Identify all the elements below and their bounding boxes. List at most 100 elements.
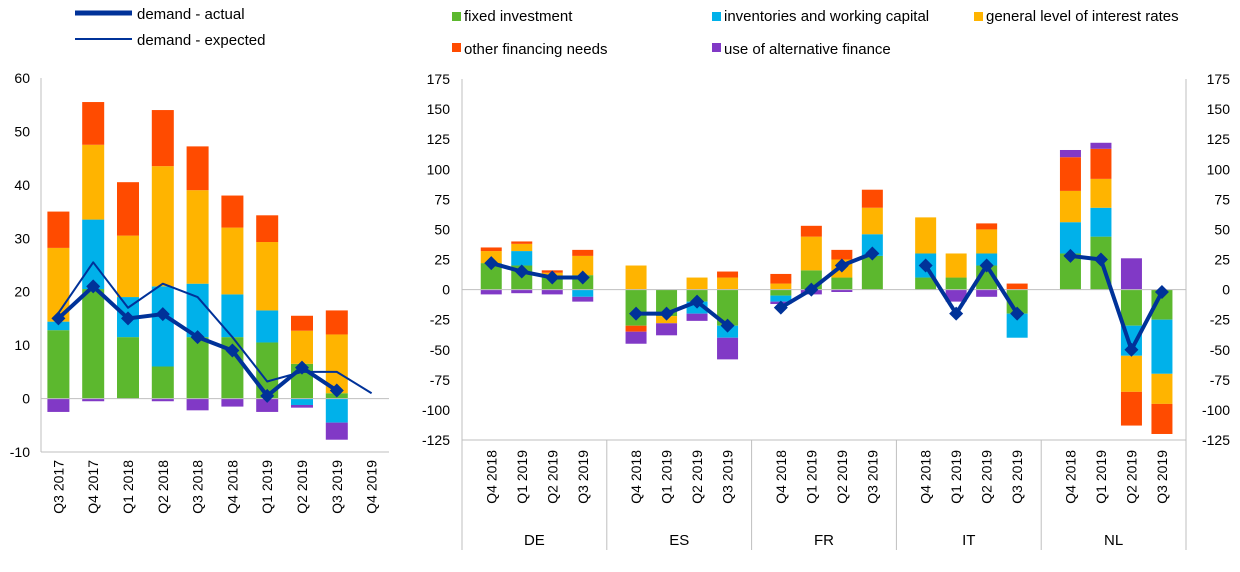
right-marker-fr-q1-2019 <box>804 282 819 297</box>
legend: demand - actual demand - expected fixed … <box>75 6 1179 58</box>
right-marker-es-q4-2018 <box>629 306 644 321</box>
left-bar-q3-2017-other-financing <box>47 211 70 248</box>
left-y-tick-3: 20 <box>14 284 30 300</box>
left-x-tick-q2-2019: Q2 2019 <box>294 460 310 514</box>
right-bar-it-q1-2019-fixed-investment <box>945 277 967 290</box>
right-bar-de-q1-2019-alternative-finance <box>511 289 533 294</box>
right-x-tick-es-q3-2019: Q3 2019 <box>720 450 736 504</box>
left-x-tick-q3-2017: Q3 2017 <box>50 460 66 514</box>
right-y-tick-left-4: -25 <box>430 312 450 328</box>
left-bar-q2-2018-alternative-finance <box>151 398 174 402</box>
right-y-tick-right-7: 50 <box>1214 221 1230 237</box>
left-bar-q2-2019-alternative-finance <box>291 404 313 408</box>
right-bar-nl-q4-2018-inventories <box>1059 222 1081 254</box>
right-y-tick-right-12: 175 <box>1207 71 1231 87</box>
right-bar-it-q4-2018-interest-rates <box>915 217 937 254</box>
right-bar-es-q4-2018-other-financing <box>625 325 647 332</box>
right-group-label-de: DE <box>524 532 545 549</box>
right-bar-fr-q3-2019-interest-rates <box>861 207 883 235</box>
legend-item-other-financing: other financing needs <box>452 41 607 58</box>
left-bar-q3-2018-other-financing <box>186 146 209 191</box>
right-marker-it-q2-2019 <box>979 258 994 273</box>
right-bar-fr-q3-2019-fixed-investment <box>861 255 883 290</box>
right-bar-fr-q4-2018-inventories <box>770 295 792 302</box>
left-bar-q3-2018-inventories <box>186 283 209 338</box>
legend-label-demand-actual: demand - actual <box>137 6 245 23</box>
right-bar-nl-q2-2019-other-financing <box>1120 391 1142 426</box>
right-bar-nl-q1-2019-other-financing <box>1090 148 1112 179</box>
right-marker-it-q4-2018 <box>918 258 933 273</box>
left-y-tick-5: 40 <box>14 177 30 193</box>
right-marker-es-q2-2019 <box>690 294 705 309</box>
right-x-tick-nl-q3-2019: Q3 2019 <box>1154 450 1170 504</box>
right-x-tick-nl-q4-2018: Q4 2018 <box>1062 450 1078 504</box>
left-bar-q2-2019-inventories <box>291 398 313 405</box>
left-marker-demand-actual-q1-2019 <box>260 388 275 403</box>
right-y-tick-right-9: 100 <box>1207 161 1231 177</box>
right-bar-es-q2-2019-alternative-finance <box>686 313 708 321</box>
right-x-tick-nl-q1-2019: Q1 2019 <box>1093 450 1109 504</box>
right-bar-de-q3-2019-alternative-finance <box>572 296 594 302</box>
right-bar-de-q2-2019-alternative-finance <box>541 289 563 295</box>
right-bar-de-q1-2019-interest-rates <box>511 243 533 252</box>
left-chart: -10 0 10 20 30 40 50 60 Q3 2017 Q4 2017 Q1 2018 Q2 … <box>10 70 389 514</box>
right-y-tick-left-7: 50 <box>434 221 450 237</box>
right-y-tick-right-2: -75 <box>1210 372 1230 388</box>
right-marker-es-q1-2019 <box>659 306 674 321</box>
right-y-tick-left-12: 175 <box>427 71 451 87</box>
right-y-tick-right-5: 0 <box>1222 282 1230 298</box>
right-bar-nl-q4-2018-interest-rates <box>1059 190 1081 223</box>
legend-swatch-alternative-finance <box>712 43 721 52</box>
right-y-tick-right-10: 125 <box>1207 131 1231 147</box>
right-bar-fr-q3-2019-other-financing <box>861 189 883 208</box>
right-chart: -125 -125 -100 -100 -75 -75 -50 -50 -25 -25 0 0 25 25… <box>422 71 1230 550</box>
right-bar-nl-q3-2019-other-financing <box>1151 403 1173 434</box>
right-line-demand-actual-it <box>923 263 1019 316</box>
right-x-tick-de-q4-2018: Q4 2018 <box>483 450 499 504</box>
right-y-tick-left-6: 25 <box>434 252 450 268</box>
left-bar-q3-2018-alternative-finance <box>186 398 209 411</box>
right-y-tick-right-0: -125 <box>1202 432 1230 448</box>
right-bar-de-q1-2019-other-financing <box>511 241 533 244</box>
left-x-tick-q3-2019: Q3 2019 <box>329 460 345 514</box>
right-y-tick-right-11: 150 <box>1207 101 1231 117</box>
right-y-tick-right-1: -100 <box>1202 402 1230 418</box>
left-y-tick-2: 10 <box>14 337 30 353</box>
right-bar-nl-q1-2019-inventories <box>1090 207 1112 237</box>
left-x-tick-q1-2019: Q1 2019 <box>259 460 275 514</box>
right-x-tick-it-q4-2018: Q4 2018 <box>918 450 934 504</box>
right-bar-de-q3-2019-other-financing <box>572 249 594 256</box>
right-marker-nl-q4-2018 <box>1063 248 1078 263</box>
left-bar-q4-2018-fixed-investment <box>221 337 244 399</box>
left-bar-q4-2018-alternative-finance <box>221 398 244 407</box>
right-y-tick-right-6: 25 <box>1214 252 1230 268</box>
right-bar-nl-q4-2018-other-financing <box>1059 157 1081 191</box>
left-x-tick-q3-2018: Q3 2018 <box>190 460 206 514</box>
left-bar-q4-2018-interest-rates <box>221 227 244 295</box>
right-line-demand-actual-nl <box>1070 253 1164 352</box>
right-bar-nl-q3-2019-inventories <box>1151 319 1173 374</box>
right-marker-de-q2-2019 <box>545 270 560 285</box>
left-bar-q2-2018-other-financing <box>151 110 174 167</box>
legend-item-demand-actual: demand - actual <box>75 6 245 23</box>
right-bar-es-q1-2019-alternative-finance <box>656 323 678 336</box>
right-x-tick-fr-q1-2019: Q1 2019 <box>803 450 819 504</box>
right-marker-de-q1-2019 <box>514 264 529 279</box>
left-marker-demand-actual-q3-2019 <box>329 383 344 398</box>
right-bar-de-q4-2018-alternative-finance <box>480 289 502 295</box>
right-y-tick-left-2: -75 <box>430 372 450 388</box>
right-bar-nl-q3-2019-fixed-investment <box>1151 289 1173 320</box>
right-bar-es-q3-2019-fixed-investment <box>717 289 739 326</box>
left-bar-q3-2019-other-financing <box>325 310 348 335</box>
left-bar-q3-2019-inventories <box>325 398 348 423</box>
right-bar-fr-q3-2019-inventories <box>861 234 883 256</box>
right-y-tick-left-3: -50 <box>430 342 450 358</box>
right-y-tick-left-5: 0 <box>442 282 450 298</box>
right-bar-it-q3-2019-inventories <box>1006 313 1028 338</box>
right-group-label-it: IT <box>962 532 975 549</box>
right-y-tick-right-3: -50 <box>1210 342 1230 358</box>
left-x-tick-q4-2019: Q4 2019 <box>364 460 380 514</box>
right-bar-es-q2-2019-interest-rates <box>686 277 708 290</box>
left-bar-q4-2017-interest-rates <box>82 144 105 220</box>
